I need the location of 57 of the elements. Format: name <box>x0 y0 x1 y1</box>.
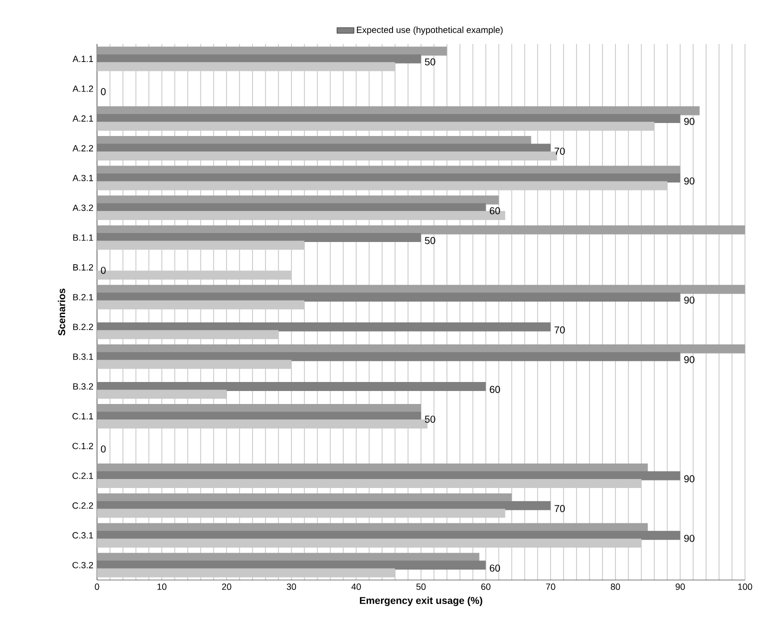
data-label: 0 <box>100 445 106 453</box>
y-tick-label: B.3.1 <box>73 353 94 360</box>
y-tick-label: A.3.1 <box>72 174 94 182</box>
legend-label: Expected use (hypothetical example) <box>356 26 503 35</box>
data-label: 50 <box>424 416 436 423</box>
x-tick-label: 90 <box>676 584 685 590</box>
y-tick-label: B.2.1 <box>73 294 94 300</box>
data-label: 90 <box>684 356 694 364</box>
data-label: 60 <box>490 386 500 393</box>
y-tick-label: C.3.2 <box>72 562 94 568</box>
data-label: 60 <box>490 564 500 572</box>
bar <box>97 225 746 234</box>
data-label: 0 <box>100 266 106 274</box>
y-tick-label: A.3.2 <box>72 204 94 211</box>
data-label: 70 <box>554 148 565 155</box>
data-label: 0 <box>100 88 106 96</box>
y-tick-label: A.1.2 <box>72 86 94 92</box>
bar <box>97 233 422 242</box>
data-label: 90 <box>684 534 694 542</box>
y-tick-label: B.1.1 <box>73 234 94 241</box>
x-tick-label: 20 <box>222 584 232 590</box>
x-tick-label: 10 <box>158 584 166 590</box>
x-tick-label: 80 <box>610 584 620 590</box>
x-tick-label: 50 <box>416 584 426 590</box>
bar <box>97 560 486 570</box>
y-tick-label: C.1.2 <box>72 442 94 450</box>
bar <box>97 292 680 302</box>
data-label: 90 <box>684 118 694 125</box>
bar <box>97 382 486 391</box>
data-label: 70 <box>554 505 565 512</box>
bar <box>97 352 680 362</box>
x-tick-label: 60 <box>481 584 490 590</box>
y-tick-label: A.2.2 <box>72 145 94 152</box>
x-tick-label: 40 <box>351 584 361 590</box>
y-tick-label: B.2.2 <box>73 324 94 330</box>
data-label: 90 <box>684 475 694 482</box>
data-label: 50 <box>424 237 436 244</box>
x-tick-label: 70 <box>546 584 556 590</box>
y-tick-label: A.2.1 <box>72 115 94 122</box>
x-axis-title: Emergency exit usage (%) <box>360 596 482 606</box>
data-label: 90 <box>684 296 694 304</box>
y-tick-label: B.1.2 <box>73 264 94 270</box>
y-axis-title: Scenarios <box>58 288 66 336</box>
y-tick-label: C.2.1 <box>72 472 94 479</box>
data-label: 50 <box>424 58 436 66</box>
y-tick-label: B.3.2 <box>73 383 94 390</box>
x-tick-label: 0 <box>94 584 100 590</box>
x-tick-label: 100 <box>738 584 752 590</box>
y-tick-label: C.2.2 <box>72 502 94 509</box>
x-tick-label: 30 <box>286 584 296 590</box>
y-tick-label: A.1.1 <box>72 56 94 62</box>
data-label: 70 <box>554 326 565 334</box>
y-tick-label: C.1.1 <box>72 413 94 420</box>
bar <box>97 322 551 332</box>
y-tick-label: C.3.1 <box>72 532 94 539</box>
data-label: 90 <box>684 177 694 185</box>
data-label: 60 <box>490 207 500 214</box>
